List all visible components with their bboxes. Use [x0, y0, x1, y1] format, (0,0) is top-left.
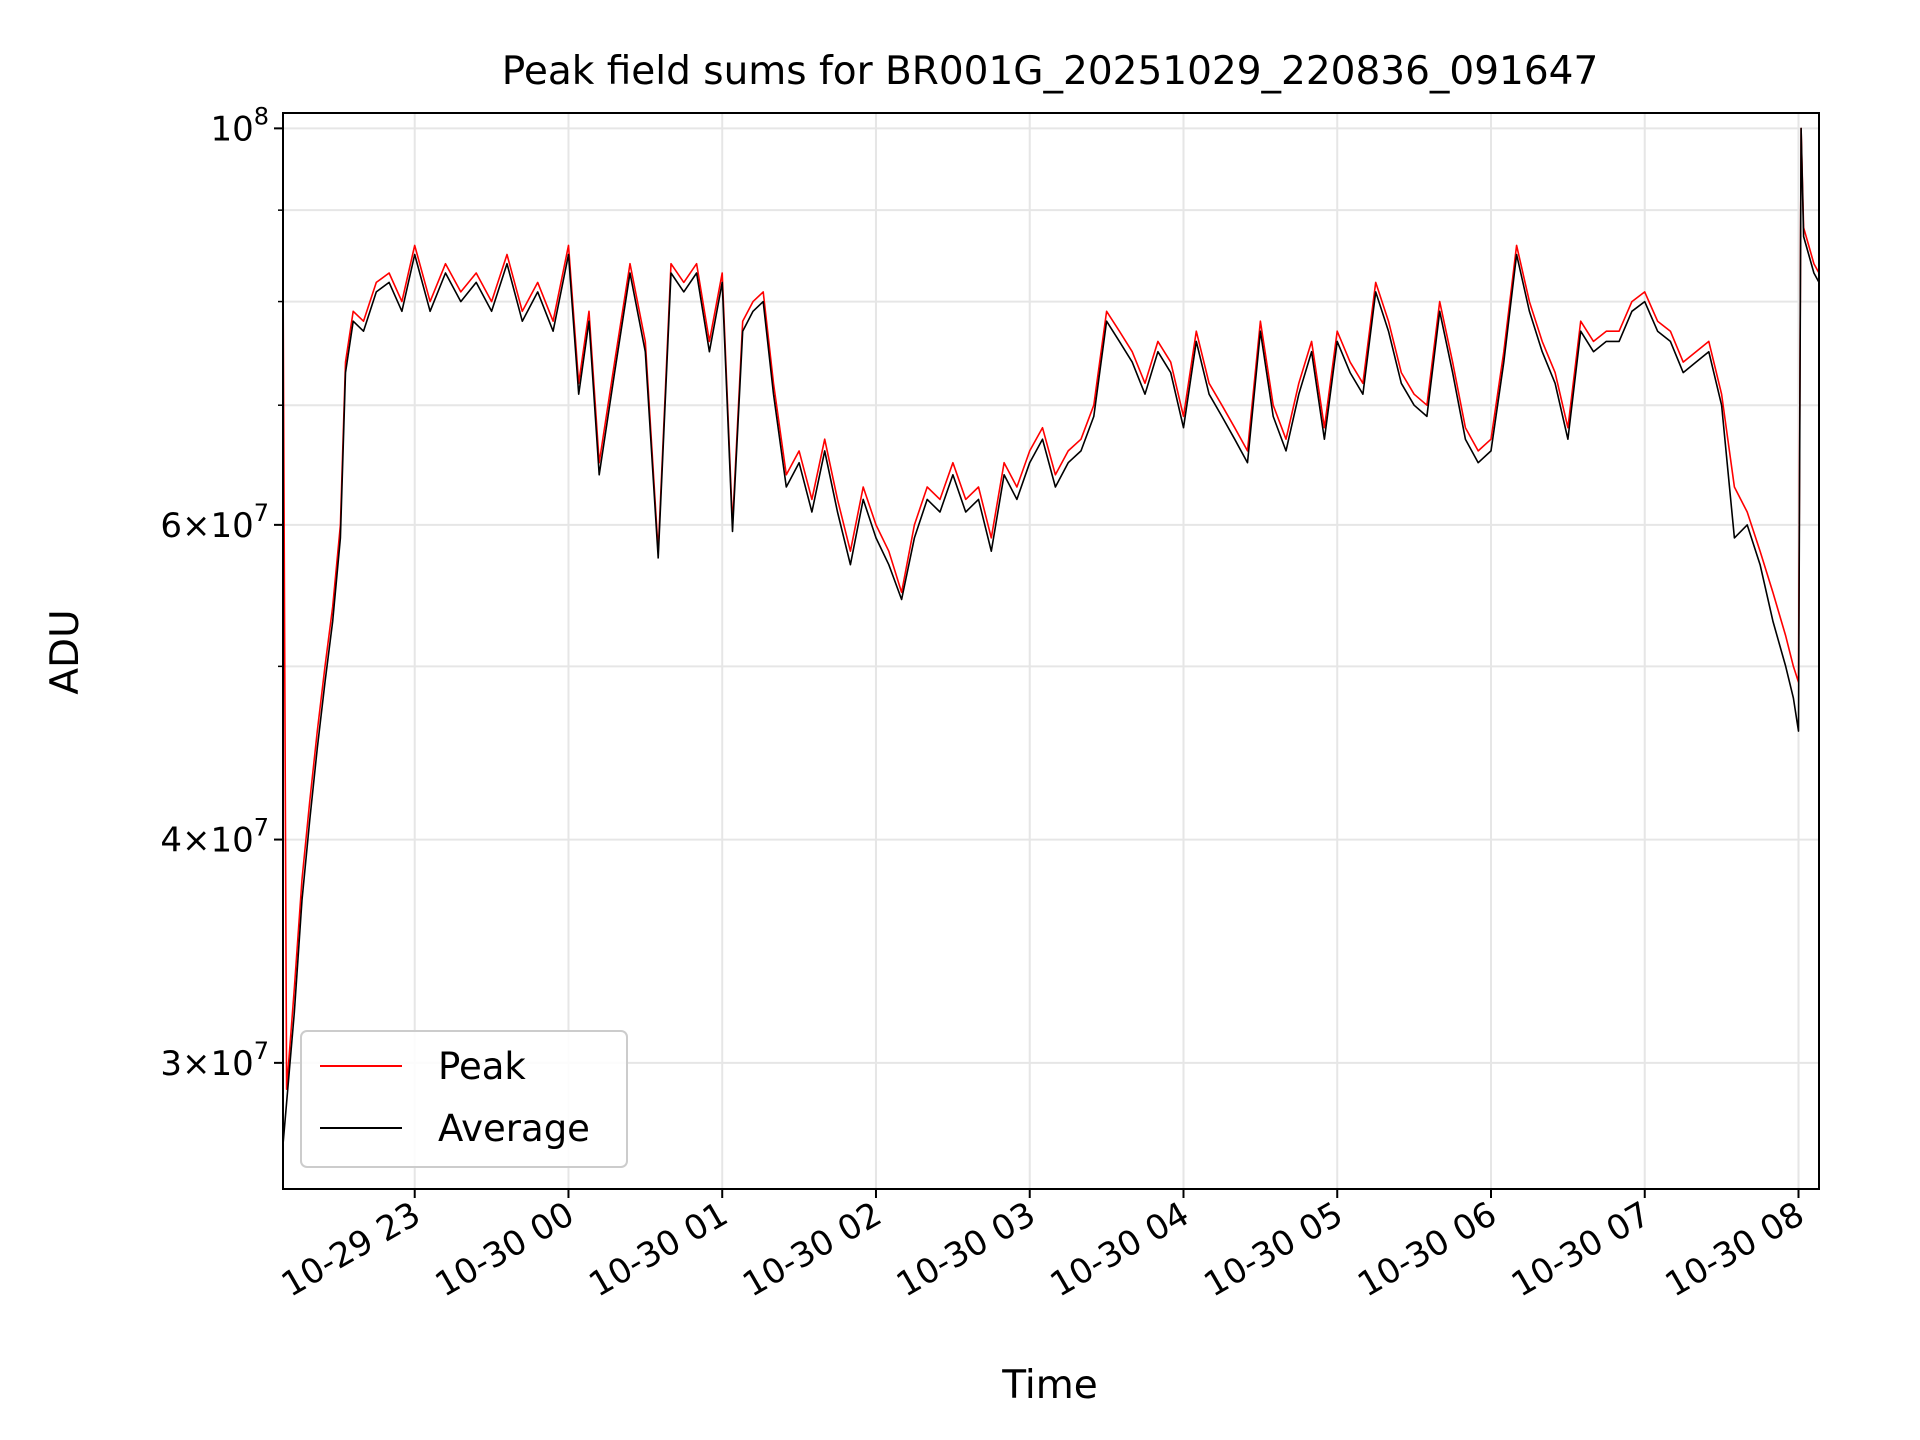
y-tick-label: 108 [210, 102, 269, 149]
y-tick-label: 3×107 [160, 1037, 269, 1084]
y-tick-label: 6×107 [160, 499, 269, 546]
chart-title: Peak field sums for BR001G_20251029_2208… [502, 49, 1599, 94]
legend: Peak Average [300, 1030, 628, 1168]
grid-lines [283, 113, 1819, 1189]
y-tick-label: 4×107 [160, 814, 269, 861]
y-tick-base: 4×10 [160, 821, 253, 861]
plot-frame [282, 112, 1820, 1190]
y-tick-base: 6×10 [160, 506, 253, 546]
series-lines [282, 127, 1820, 1145]
y-tick-exponent: 7 [254, 1037, 269, 1065]
series-line-peak [282, 127, 1820, 1090]
y-tick-exponent: 8 [254, 102, 269, 130]
y-tick-exponent: 7 [254, 814, 269, 842]
y-tick-base: 10 [210, 109, 253, 149]
series-line-average [282, 127, 1820, 1145]
legend-label-peak: Peak [438, 1045, 526, 1088]
y-tick-exponent: 7 [254, 499, 269, 527]
y-tick-base: 3×10 [160, 1044, 253, 1084]
y-axis-label: ADU [43, 609, 88, 694]
x-axis-label: Time [1001, 1363, 1097, 1408]
legend-label-average: Average [438, 1107, 590, 1150]
